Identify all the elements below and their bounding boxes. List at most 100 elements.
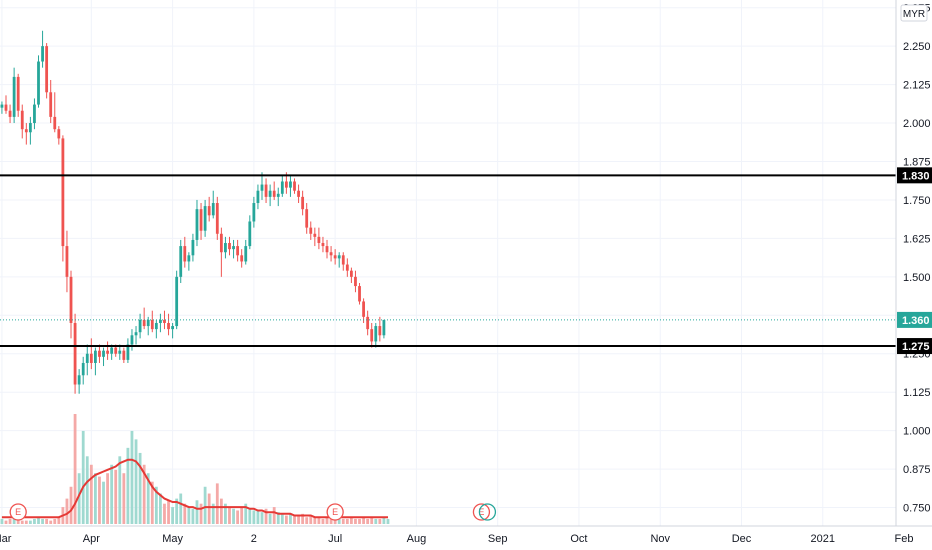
volume-bar: [89, 464, 93, 524]
volume-bar: [130, 430, 134, 524]
volume-bar: [260, 512, 264, 524]
volume-bar: [256, 510, 260, 524]
candle-body: [268, 190, 272, 197]
candle-body: [146, 319, 150, 327]
candle-body: [33, 104, 36, 124]
candle-body: [236, 246, 240, 256]
candle-body: [244, 246, 248, 262]
candle-body: [321, 243, 325, 247]
candle: [224, 236, 227, 259]
candle: [69, 270, 73, 339]
volume-bar: [374, 518, 378, 524]
candle-body: [12, 76, 16, 117]
candle: [159, 313, 162, 333]
candle: [374, 322, 378, 348]
candle: [122, 347, 126, 363]
price-axis[interactable]: [896, 0, 932, 526]
volume-bar: [159, 493, 162, 524]
candle-body: [374, 326, 378, 342]
earnings-event-circle: [9, 503, 27, 521]
candle: [187, 252, 191, 271]
candle: [110, 344, 114, 360]
price-tick-label: 1.625: [903, 233, 931, 245]
candle-body: [313, 233, 317, 237]
candle-body: [203, 206, 207, 231]
candle-body: [378, 326, 382, 336]
volume-bar: [53, 518, 57, 524]
candle-body: [260, 184, 264, 191]
candle: [325, 239, 329, 259]
candle-body: [349, 270, 353, 277]
volume-bar: [203, 486, 207, 524]
volume-bar: [146, 473, 150, 524]
candle: [354, 270, 357, 293]
time-tick-label: Dec: [732, 533, 752, 545]
candle: [366, 310, 370, 336]
volume-bar: [345, 518, 349, 524]
volume-bar: [154, 486, 158, 524]
price-tick-label: 2.000: [903, 118, 931, 130]
volume-bar: [122, 473, 126, 524]
volume-bars: [0, 414, 390, 524]
volume-bar: [57, 517, 61, 524]
volume-bar: [366, 518, 370, 524]
volume-bar: [175, 498, 179, 524]
candle-body: [85, 353, 89, 363]
earnings-event-label: E: [332, 507, 338, 517]
candle-body: [167, 322, 170, 330]
candle-body: [69, 276, 73, 323]
candle: [85, 344, 89, 376]
volume-bar: [215, 483, 219, 524]
candle: [232, 239, 235, 259]
volume-bar: [264, 508, 268, 524]
candle-body: [191, 239, 195, 256]
volume-bar: [20, 520, 24, 524]
event-ring: [478, 503, 497, 521]
candle-body: [61, 138, 65, 247]
candle-body: [297, 190, 300, 197]
candle-body: [37, 61, 40, 105]
candle-body: [81, 362, 85, 376]
time-tick-label: Feb: [895, 533, 914, 545]
candle: [333, 249, 337, 265]
candle-body: [106, 350, 109, 354]
candle-body: [207, 206, 211, 216]
candle-body: [98, 350, 101, 357]
volume-bar: [284, 515, 288, 524]
candle: [272, 181, 276, 200]
candle-body: [89, 353, 93, 363]
volume-bar: [354, 518, 357, 524]
candle-body: [20, 110, 24, 130]
candle: [276, 187, 280, 207]
price-tick-label: 2.250: [903, 41, 931, 53]
candle-body: [110, 347, 114, 354]
candle-body: [114, 347, 118, 354]
candle-body: [175, 276, 179, 327]
level-tag-label: 1.275: [902, 341, 930, 353]
time-tick-label: Nov: [650, 533, 670, 545]
price-tick-label: 1.125: [903, 387, 931, 399]
price-tick-label: 0.875: [903, 464, 931, 476]
candle: [98, 344, 101, 363]
volume-bar: [313, 517, 317, 524]
horizontal-levels[interactable]: [0, 174, 896, 348]
candle: [73, 313, 77, 394]
last-price-tag-label: 1.360: [902, 315, 930, 327]
time-tick-label: Aug: [407, 533, 427, 545]
candle-body: [224, 243, 227, 253]
time-tick-label: Oct: [570, 533, 587, 545]
earnings-event-marker: E: [326, 503, 344, 521]
earnings-event-circle: [326, 503, 344, 521]
candle: [102, 347, 105, 367]
currency-badge[interactable]: MYR: [900, 4, 928, 22]
candle: [329, 246, 333, 262]
candle-body: [118, 350, 122, 354]
volume-bar: [8, 518, 12, 524]
candle: [81, 356, 85, 385]
candle-body: [256, 190, 260, 204]
volume-bar: [49, 520, 53, 524]
candle-body: [366, 316, 370, 330]
time-axis[interactable]: [0, 527, 896, 550]
